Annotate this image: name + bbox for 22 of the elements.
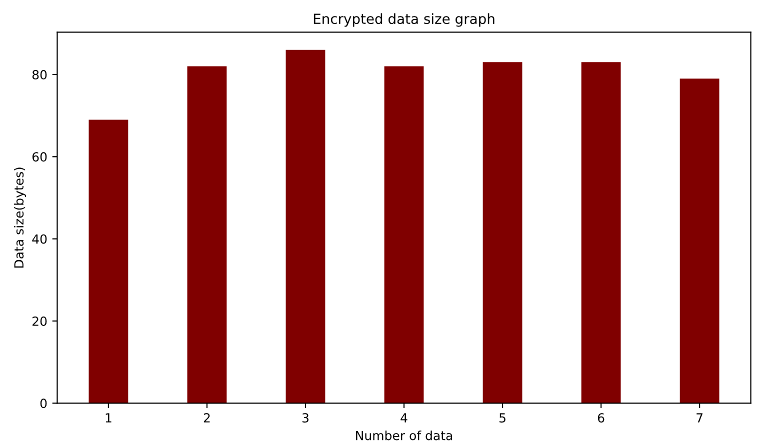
bar [680,78,720,404]
y-tick-label: 0 [40,398,47,408]
x-tick-label: 2 [204,413,210,422]
x-tick-label: 1 [106,413,112,422]
bar [581,62,621,404]
y-tick-label: 80 [32,70,47,80]
x-tick-label: 4 [400,413,408,422]
chart-title: Encrypted data size graph [314,13,494,27]
x-tick-label: 6 [598,413,604,423]
bar [384,66,424,404]
y-axis-title: Data size(bytes) [14,168,26,268]
x-tick-label: 7 [696,413,702,422]
y-tick-label: 60 [32,152,47,162]
bar [482,62,522,404]
y-tick-label: 20 [32,316,47,326]
y-tick-label: 40 [32,234,47,244]
bar [286,50,326,404]
x-tick-label: 3 [302,413,308,423]
x-axis-title: Number of data [356,430,452,440]
bar [88,120,128,404]
x-tick-label: 5 [500,413,506,423]
bar [187,66,227,404]
